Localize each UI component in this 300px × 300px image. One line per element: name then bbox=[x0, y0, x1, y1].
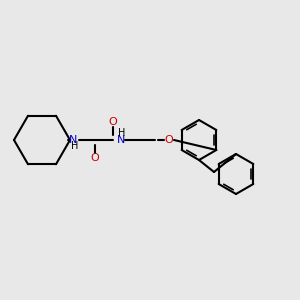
Text: O: O bbox=[91, 153, 99, 163]
Text: O: O bbox=[109, 117, 117, 127]
Text: H: H bbox=[71, 141, 79, 151]
Text: O: O bbox=[165, 135, 173, 145]
Text: N: N bbox=[69, 135, 77, 145]
Text: N: N bbox=[117, 135, 125, 145]
Text: H: H bbox=[118, 128, 126, 138]
